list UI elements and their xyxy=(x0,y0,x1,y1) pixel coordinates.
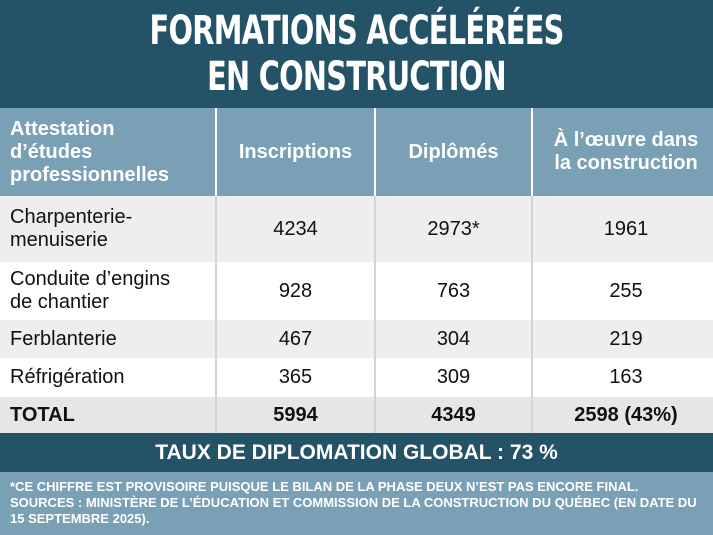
table-row: Conduite d’engins de chantier 928 763 255 xyxy=(0,262,713,320)
header-line: À l’œuvre dans xyxy=(553,129,699,151)
table-row: Charpenterie-menuiserie 4234 2973* 1961 xyxy=(0,196,713,262)
header-line: la construction xyxy=(554,152,698,174)
cell: 163 xyxy=(531,358,713,397)
row-label: Charpenterie-menuiserie xyxy=(0,196,216,262)
header-line: Attestation xyxy=(10,117,115,140)
header-line: Diplômés xyxy=(408,140,499,163)
label-line: Réfrigération xyxy=(10,366,125,388)
row-label: Ferblanterie xyxy=(0,320,216,358)
cell: 467 xyxy=(215,320,375,358)
total-row: TOTAL 5994 4349 2598 (43%) xyxy=(0,397,713,433)
row-label: Réfrigération xyxy=(0,358,216,397)
title-line: EN CONSTRUCTION xyxy=(207,54,506,100)
table-row: Réfrigération 365 309 163 xyxy=(0,358,713,397)
column-header: Inscriptions xyxy=(215,108,375,196)
cell: 763 xyxy=(374,262,532,320)
cell: 255 xyxy=(531,262,713,320)
cell: 304 xyxy=(374,320,532,358)
cell: 4234 xyxy=(215,196,375,262)
total-cell: 4349 xyxy=(374,397,532,433)
title-line: FORMATIONS ACCÉLÉRÉES xyxy=(149,8,564,54)
cell: 309 xyxy=(374,358,532,397)
cell: 928 xyxy=(215,262,375,320)
label-line: Ferblanterie xyxy=(10,327,117,350)
title-block: FORMATIONS ACCÉLÉRÉES EN CONSTRUCTION xyxy=(0,0,713,108)
total-cell: TOTAL xyxy=(0,397,216,433)
column-header: À l’œuvre dans la construction xyxy=(531,108,713,196)
footnote: *CE CHIFFRE EST PROVISOIRE PUISQUE LE BI… xyxy=(0,472,713,535)
label-line: de chantier xyxy=(10,291,109,313)
row-label: Conduite d’engins de chantier xyxy=(0,262,216,320)
column-header: Diplômés xyxy=(374,108,532,196)
cell: 219 xyxy=(531,320,713,358)
label-line: Charpenterie- xyxy=(10,206,133,228)
header-row: Attestation d’études professionnelles Inscr… xyxy=(0,108,713,196)
label-line: Conduite d’engins xyxy=(10,268,171,290)
cell: 2973* xyxy=(374,196,532,262)
column-header: Attestation d’études professionnelles xyxy=(0,108,216,196)
table: Attestation d’études professionnelles Inscr… xyxy=(0,108,713,433)
total-cell: 2598 (43%) xyxy=(531,397,713,433)
table-row: Ferblanterie 467 304 219 xyxy=(0,320,713,358)
header-line: d’études xyxy=(10,140,93,163)
header-line: Inscriptions xyxy=(238,140,353,163)
total-cell: 5994 xyxy=(215,397,375,433)
cell: 1961 xyxy=(531,196,713,262)
summary: TAUX DE DIPLOMATION GLOBAL : 73 % xyxy=(0,433,713,472)
cell: 365 xyxy=(215,358,375,397)
label-line: menuiserie xyxy=(10,229,108,251)
header-line: professionnelles xyxy=(10,163,169,186)
